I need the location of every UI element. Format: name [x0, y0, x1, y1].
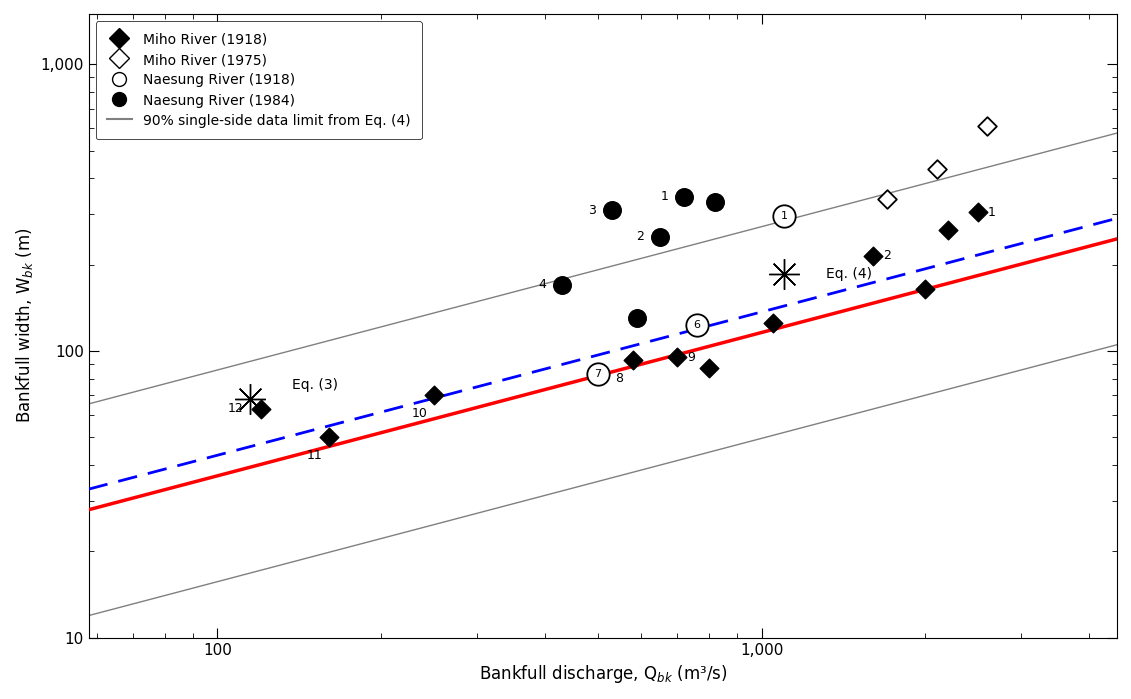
Text: 4: 4 [538, 278, 546, 291]
Text: 10: 10 [412, 407, 428, 420]
Point [878, 193, 896, 204]
Point [700, 363, 718, 374]
Y-axis label: Bankfull width, W$_{bk}$ (m): Bankfull width, W$_{bk}$ (m) [14, 228, 35, 424]
Legend: Miho River (1918), Miho River (1975), Naesung River (1918), Naesung River (1984): Miho River (1918), Miho River (1975), Na… [96, 21, 422, 139]
Text: 6: 6 [693, 320, 700, 330]
Text: 11: 11 [307, 449, 322, 462]
Text: 2: 2 [882, 250, 890, 262]
Text: 12: 12 [227, 402, 243, 415]
Text: 2: 2 [637, 231, 645, 243]
Point [765, 317, 783, 329]
X-axis label: Bankfull discharge, Q$_{bk}$ (m³/s): Bankfull discharge, Q$_{bk}$ (m³/s) [478, 663, 727, 685]
Text: Eq. (3): Eq. (3) [292, 378, 338, 392]
Point [425, 390, 443, 401]
Text: 1: 1 [780, 211, 787, 222]
Point [978, 120, 996, 131]
Point [916, 283, 934, 294]
Point [251, 403, 269, 414]
Point [688, 319, 706, 331]
Point [864, 250, 882, 261]
Text: 7: 7 [594, 369, 602, 380]
Point [969, 207, 987, 218]
Text: Eq. (4): Eq. (4) [826, 268, 872, 282]
Point [939, 224, 957, 236]
Point [628, 312, 646, 324]
Text: 8: 8 [615, 372, 623, 384]
Text: 1: 1 [661, 190, 668, 203]
Point [603, 205, 621, 216]
Point [927, 164, 946, 175]
Text: 9: 9 [688, 351, 696, 364]
Point [675, 192, 693, 203]
Text: 3: 3 [588, 203, 596, 217]
Point [589, 368, 607, 380]
Point [553, 280, 571, 291]
Point [775, 211, 793, 222]
Point [706, 197, 724, 208]
Point [624, 354, 642, 366]
Point [650, 231, 668, 243]
Point [319, 432, 337, 443]
Point [668, 352, 687, 363]
Text: 1: 1 [988, 206, 996, 219]
